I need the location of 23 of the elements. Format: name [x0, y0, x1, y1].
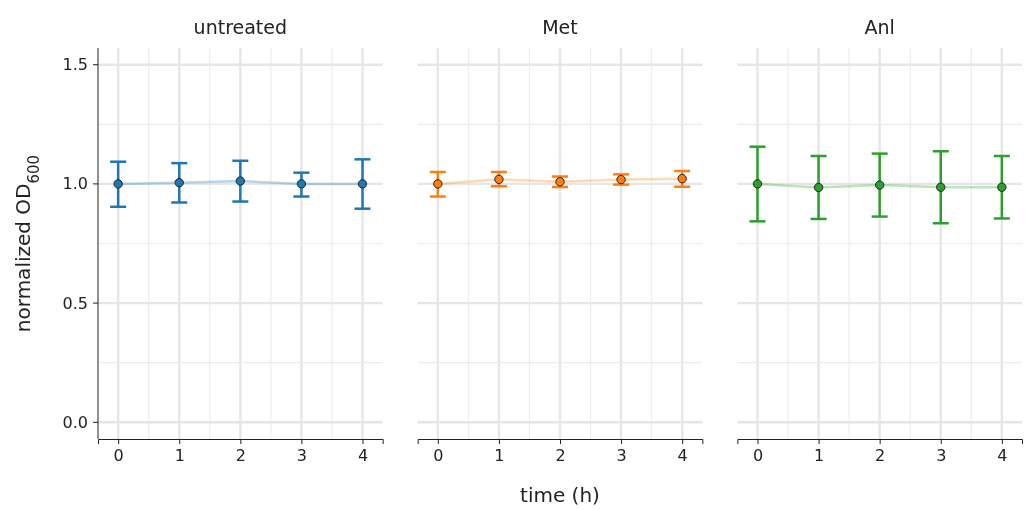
x-tick-label: 1	[174, 446, 185, 466]
chart-title: Met	[542, 16, 578, 38]
x-tick-label: 2	[555, 446, 566, 466]
x-tick-label: 0	[433, 446, 444, 466]
x-tick-label: 2	[235, 446, 246, 466]
chart-title: Anl	[864, 16, 895, 38]
x-tick-label: 3	[936, 446, 947, 466]
y-tick-label: 0.5	[62, 293, 88, 313]
y-tick-label: 0.0	[62, 412, 88, 432]
x-tick-label: 0	[752, 446, 764, 466]
x-axis-title: time (h)	[520, 483, 600, 507]
x-tick-label: 1	[813, 446, 825, 466]
chart-title: untreated	[193, 16, 288, 38]
x-tick-label: 4	[357, 446, 369, 466]
y-tick-label: 1.5	[62, 55, 88, 75]
x-tick-label: 4	[677, 446, 688, 466]
x-tick-label: 1	[494, 446, 505, 466]
x-tick-label: 3	[616, 446, 627, 466]
x-tick-label: 2	[875, 446, 886, 466]
y-tick-label: 1.0	[62, 174, 88, 194]
x-tick-label: 0	[113, 446, 124, 466]
x-tick-label: 3	[296, 446, 308, 466]
x-tick-label: 4	[997, 446, 1008, 466]
